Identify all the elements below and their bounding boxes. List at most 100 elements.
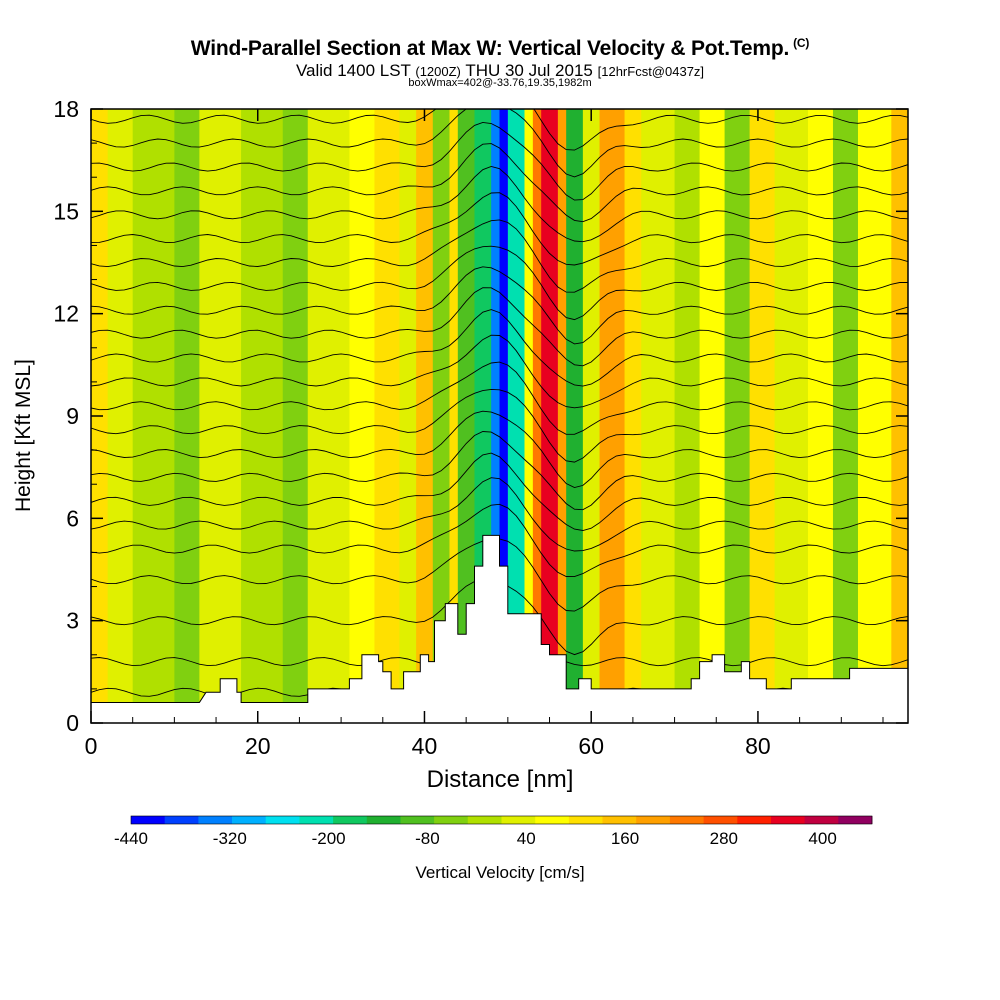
y-tick-label: 18	[53, 96, 79, 122]
colorbar-swatch	[164, 816, 199, 824]
theta-contour	[91, 410, 908, 488]
colorbar-swatch	[333, 816, 368, 824]
theta-contour	[91, 266, 908, 345]
theta-contour	[91, 287, 908, 367]
velocity-band	[774, 109, 809, 723]
velocity-band	[399, 109, 417, 723]
x-tick-label: 0	[85, 733, 98, 759]
theta-contour	[91, 334, 908, 409]
box-info: boxWmax=402@-33.76,19.35,1982m	[408, 77, 592, 89]
x-axis-label: Distance [nm]	[426, 766, 574, 793]
theta-contours	[91, 109, 908, 697]
colorbar-swatch	[434, 816, 469, 824]
velocity-band	[857, 109, 892, 723]
colorbar-swatch	[771, 816, 806, 824]
y-tick-label: 9	[66, 403, 79, 429]
theta-contour	[91, 219, 908, 293]
theta-contour	[91, 477, 908, 552]
x-tick-label: 40	[412, 733, 438, 759]
theta-contour	[91, 245, 908, 321]
velocity-band	[241, 109, 284, 723]
theta-contour	[91, 361, 908, 435]
colorbar-frame	[130, 815, 873, 825]
colorbar-swatch	[838, 816, 873, 824]
terrain-mask	[91, 534, 908, 723]
velocity-band	[174, 109, 200, 723]
velocity-band	[374, 109, 401, 723]
colorbar-swatch	[535, 816, 570, 824]
valid-date: THU 30 Jul 2015	[465, 61, 593, 80]
theta-contour	[91, 309, 908, 387]
velocity-band	[449, 109, 459, 723]
colorbar-label: Vertical Velocity [cm/s]	[415, 863, 585, 882]
velocity-band	[307, 109, 351, 723]
x-tick-label: 20	[245, 733, 271, 759]
x-tick-label: 80	[745, 733, 771, 759]
y-tick-label: 12	[53, 301, 79, 327]
velocity-band	[507, 109, 526, 723]
theta-contour	[91, 431, 908, 511]
velocity-band	[541, 109, 559, 723]
colorbar-swatch	[198, 816, 233, 824]
theta-contour	[91, 109, 908, 178]
velocity-band	[557, 109, 567, 723]
colorbar-swatch	[703, 816, 738, 824]
y-tick-label: 15	[53, 198, 79, 224]
colorbar-swatch	[804, 816, 839, 824]
theta-contour	[91, 121, 908, 201]
theta-contour	[91, 388, 908, 463]
velocity-band	[107, 109, 134, 723]
axes: 0 20 40 60 80 0 3 6 9 12 15 18	[53, 96, 908, 759]
colorbar-tick-label: -440	[114, 829, 148, 848]
colorbar-tick-label: -200	[312, 829, 346, 848]
colorbar-tick-label: 160	[611, 829, 639, 848]
theta-contour	[91, 452, 908, 531]
plot-area	[91, 109, 908, 723]
colorbar-swatch	[467, 816, 502, 824]
colorbar-swatch	[366, 816, 401, 824]
colorbar-tick-label: -80	[415, 829, 440, 848]
y-tick-label: 6	[66, 505, 79, 531]
colorbar-swatch	[265, 816, 300, 824]
velocity-band	[641, 109, 676, 723]
theta-contour	[91, 192, 908, 266]
velocity-band	[699, 109, 726, 723]
valid-prefix: Valid 1400 LST	[295, 61, 411, 80]
velocity-band	[582, 109, 601, 723]
velocity-band	[724, 109, 751, 723]
velocity-band	[491, 109, 501, 723]
y-tick-label: 0	[66, 710, 79, 736]
colorbar-swatch	[501, 816, 536, 824]
copyright-mark: (C)	[793, 36, 810, 50]
y-tick-label: 3	[66, 608, 79, 634]
velocity-band	[624, 109, 642, 723]
velocity-band	[807, 109, 834, 723]
velocity-band	[349, 109, 376, 723]
colorbar-swatch	[131, 816, 166, 824]
theta-contour	[91, 503, 908, 578]
x-tick-label: 60	[578, 733, 604, 759]
theta-contour	[91, 166, 908, 243]
velocity-band	[282, 109, 309, 723]
colorbar-tick-label: 280	[710, 829, 738, 848]
forecast-info: [12hrFcst@0437z]	[597, 64, 705, 79]
velocity-band	[674, 109, 701, 723]
colorbar-swatch	[232, 816, 267, 824]
colorbar-swatch	[737, 816, 772, 824]
chart-title: Wind-Parallel Section at Max W: Vertical…	[0, 36, 1000, 61]
velocity-band	[457, 109, 476, 723]
y-axis-label: Height [Kft MSL]	[12, 359, 35, 512]
chart-title-text: Wind-Parallel Section at Max W: Vertical…	[190, 37, 790, 60]
velocity-band	[566, 109, 584, 723]
velocity-band	[832, 109, 859, 723]
colorbar: -440 -320 -200 -80 40 160 280 400	[114, 815, 873, 848]
velocity-band	[749, 109, 776, 723]
terrain	[91, 534, 908, 723]
colorbar-tick-label: 400	[808, 829, 836, 848]
velocity-band	[499, 109, 509, 723]
velocity-band	[416, 109, 434, 723]
colorbar-swatch	[568, 816, 603, 824]
velocity-band	[532, 109, 542, 723]
colorbar-tick-label: -320	[213, 829, 247, 848]
